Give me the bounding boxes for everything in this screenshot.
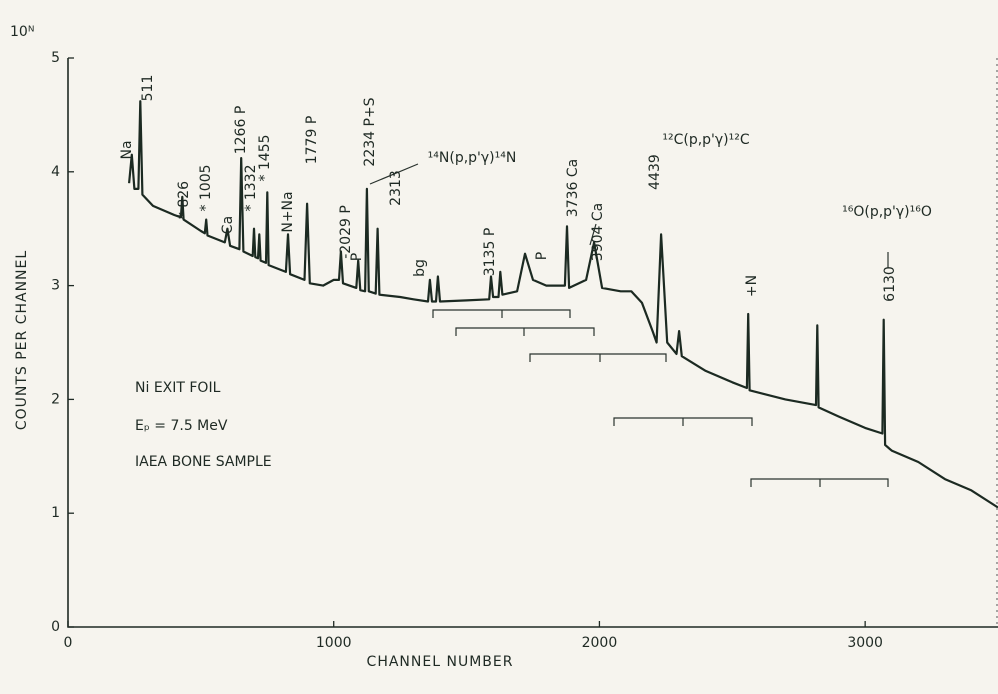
y-tick-label: 4 (51, 164, 60, 180)
peak-label: ¹²C(p,p'γ)¹²C (662, 132, 750, 148)
peak-label: 1266 P (233, 106, 249, 155)
y-tick-label: 5 (51, 50, 60, 66)
y-tick-label: 3 (51, 278, 60, 294)
peak-label: 4439 (647, 154, 663, 190)
x-tick-label: 1000 (316, 635, 352, 651)
peak-label: * 1332 (243, 164, 259, 211)
peak-label: 511 (140, 75, 156, 102)
peak-label: 3135 P (482, 228, 498, 277)
peak-label: 3736 Ca (565, 159, 581, 217)
bracket (613, 417, 753, 426)
y-tick-label: 0 (51, 619, 60, 635)
x-tick-label: 3000 (847, 635, 883, 651)
y-tick-label: 2 (51, 391, 60, 407)
note: Ni EXIT FOIL (135, 380, 221, 396)
spectrum-line (128, 100, 998, 509)
peak-label: N+Na (280, 191, 296, 232)
axes (67, 58, 998, 628)
peak-label: P (349, 253, 365, 261)
note: Eₚ = 7.5 MeV (135, 418, 228, 434)
x-tick-label: 0 (64, 635, 73, 651)
peak-label: * 1005 (198, 164, 214, 211)
peak-label: -2029 P (338, 205, 354, 259)
peak-label: 2313 (388, 170, 404, 206)
peak-label: +N (744, 275, 760, 297)
peak-label: ¹⁶O(p,p'γ)¹⁶O (842, 204, 932, 220)
corner-label: 10ᴺ (10, 24, 34, 40)
x-tick-label: 2000 (582, 635, 618, 651)
x-axis-label: CHANNEL NUMBER (367, 654, 514, 670)
peak-label: Ca (220, 216, 236, 234)
peak-label: * 1455 (257, 134, 273, 181)
escape-brackets (369, 163, 889, 487)
peak-label: 1779 P (304, 116, 320, 165)
peak-label: 2234 P+S (362, 97, 378, 166)
y-tick-label: 1 (51, 505, 60, 521)
leader (369, 163, 889, 268)
peak-label: 3904 Ca (590, 203, 606, 261)
y-axis-label: COUNTS PER CHANNEL (14, 250, 30, 430)
bracket (455, 327, 595, 336)
note: IAEA BONE SAMPLE (135, 454, 272, 470)
peak-label: P (534, 252, 550, 260)
peak-label: bg (412, 259, 428, 277)
bracket (529, 353, 667, 362)
bracket (750, 478, 889, 487)
peak-label: ¹⁴N(p,p'γ)¹⁴N (428, 150, 517, 166)
bracket (432, 309, 571, 318)
peak-label: 6130 (882, 266, 898, 302)
peak-label: * 826 (176, 181, 192, 219)
peak-label: Na (119, 140, 135, 159)
